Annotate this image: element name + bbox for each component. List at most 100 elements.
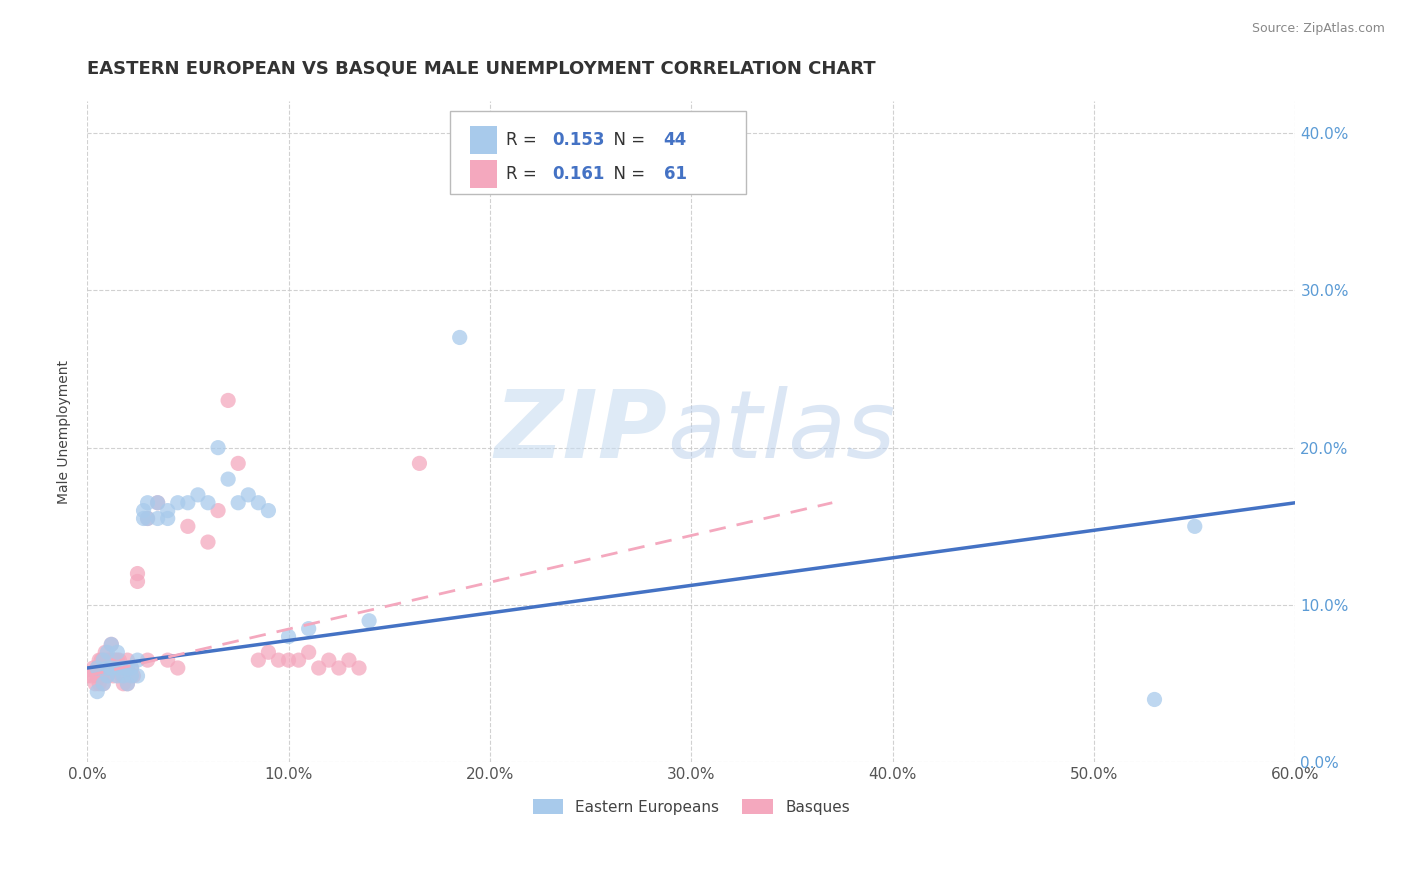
Point [298, 645, 321, 659]
FancyBboxPatch shape [450, 112, 745, 194]
Point [257, 503, 280, 517]
Point [127, 574, 149, 589]
Point [277, 653, 299, 667]
Point [136, 653, 159, 667]
Bar [470, 126, 496, 153]
Point [96, 661, 118, 675]
Point [146, 511, 169, 525]
Point [177, 519, 200, 533]
Point [127, 669, 149, 683]
Point [96, 661, 118, 675]
Point [110, 669, 132, 683]
Point [114, 661, 136, 675]
Point [277, 630, 299, 644]
Point [298, 622, 321, 636]
Point [408, 456, 430, 470]
Point [117, 677, 139, 691]
Point [156, 653, 179, 667]
Point [197, 496, 219, 510]
Point [136, 511, 159, 525]
Point [96, 645, 118, 659]
Point [238, 488, 260, 502]
Point [105, 661, 128, 675]
Point [156, 503, 179, 517]
Text: R =: R = [506, 165, 543, 183]
Point [98, 653, 121, 667]
Point [337, 653, 360, 667]
Point [247, 653, 270, 667]
Text: Source: ZipAtlas.com: Source: ZipAtlas.com [1251, 22, 1385, 36]
Point [112, 661, 135, 675]
Point [100, 637, 122, 651]
Point [96, 669, 118, 683]
Point [308, 661, 330, 675]
Text: 61: 61 [664, 165, 686, 183]
Text: 44: 44 [664, 131, 686, 149]
Point [226, 456, 249, 470]
Point [120, 661, 142, 675]
Point [328, 661, 350, 675]
Point [108, 653, 131, 667]
Legend: Eastern Europeans, Basques: Eastern Europeans, Basques [527, 793, 856, 821]
Point [449, 330, 471, 344]
Text: EASTERN EUROPEAN VS BASQUE MALE UNEMPLOYMENT CORRELATION CHART: EASTERN EUROPEAN VS BASQUE MALE UNEMPLOY… [87, 60, 876, 78]
Point [82, 661, 104, 675]
Point [1143, 692, 1166, 706]
Point [112, 677, 135, 691]
Point [86, 661, 108, 675]
Y-axis label: Male Unemployment: Male Unemployment [58, 359, 72, 504]
Point [166, 496, 188, 510]
Point [117, 653, 139, 667]
Point [207, 441, 229, 455]
Point [132, 503, 155, 517]
Point [86, 684, 108, 698]
Point [100, 637, 122, 651]
Point [177, 496, 200, 510]
Point [105, 661, 128, 675]
Point [247, 496, 270, 510]
Point [117, 677, 139, 691]
Point [76, 669, 98, 683]
Point [91, 653, 114, 667]
Point [347, 661, 370, 675]
Point [80, 669, 103, 683]
Point [267, 653, 290, 667]
Point [100, 661, 122, 675]
Point [166, 661, 188, 675]
Point [217, 472, 239, 486]
Point [226, 496, 249, 510]
Point [100, 653, 122, 667]
Point [120, 669, 142, 683]
Point [104, 653, 127, 667]
Point [117, 661, 139, 675]
Point [86, 669, 108, 683]
Point [103, 653, 125, 667]
Point [136, 511, 159, 525]
Point [105, 669, 128, 683]
Point [187, 488, 209, 502]
Point [89, 677, 111, 691]
Text: N =: N = [603, 165, 651, 183]
Text: atlas: atlas [666, 386, 896, 477]
Point [103, 669, 125, 683]
Point [257, 645, 280, 659]
Text: 0.153: 0.153 [553, 131, 605, 149]
Point [105, 645, 128, 659]
Point [112, 669, 135, 683]
Point [112, 661, 135, 675]
Point [90, 653, 112, 667]
Text: 0.161: 0.161 [553, 165, 605, 183]
Point [318, 653, 340, 667]
Point [197, 535, 219, 549]
Point [136, 496, 159, 510]
Point [122, 669, 145, 683]
Text: ZIP: ZIP [495, 386, 666, 478]
Point [91, 677, 114, 691]
Text: R =: R = [506, 131, 543, 149]
Bar [470, 160, 496, 188]
Point [91, 653, 114, 667]
Point [146, 496, 169, 510]
Point [96, 669, 118, 683]
Point [132, 511, 155, 525]
Point [207, 503, 229, 517]
